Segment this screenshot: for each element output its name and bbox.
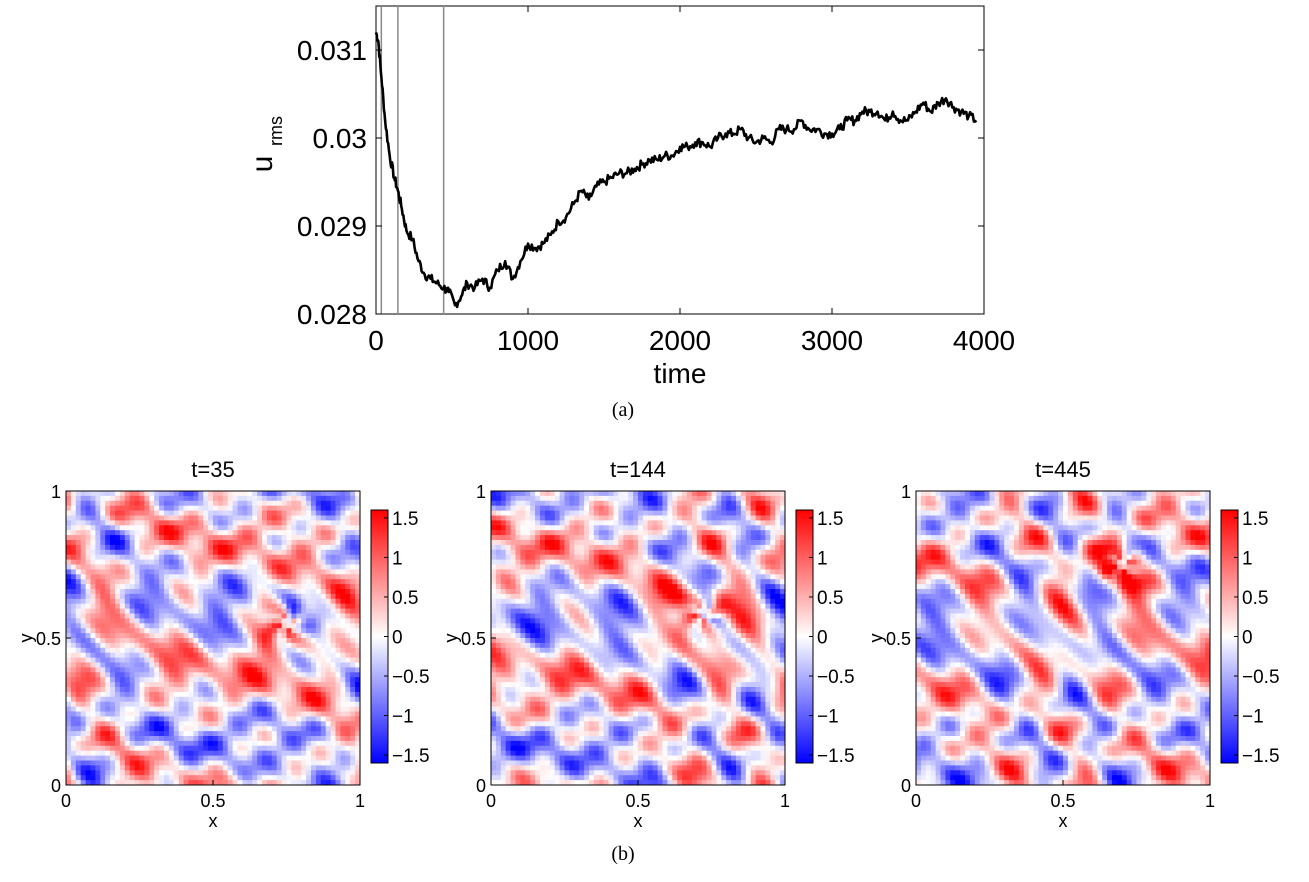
colorbar-tick-label: 0.5 — [392, 588, 418, 609]
colorbar-tick-label: −1 — [392, 707, 414, 728]
vorticity-field — [66, 491, 360, 785]
y-axis-label: y — [866, 634, 886, 643]
x-tick-label: 0 — [911, 791, 921, 811]
colorbar-tick-label: −0.5 — [392, 667, 430, 688]
x-tick-label: 3000 — [801, 325, 863, 356]
y-tick-label: 0.028 — [297, 299, 367, 330]
colorbar-tick-label: 0 — [1242, 628, 1253, 649]
y-tick-label: 0.031 — [297, 35, 367, 66]
vorticity-maps: t=35000.50.511xy1.510.50−0.5−1−1.5t=1440… — [16, 457, 1280, 865]
y-tick-label: 1 — [51, 482, 61, 502]
x-tick-label: 0 — [368, 325, 384, 356]
y-tick-label: 1 — [476, 482, 486, 502]
colorbar-tick-label: 0.5 — [1242, 588, 1268, 609]
x-axis-label: x — [209, 811, 218, 831]
map-title: t=445 — [1035, 457, 1091, 482]
y-axis-label-main: u — [246, 156, 279, 173]
x-tick-label: 4000 — [953, 325, 1015, 356]
y-tick-label: 0 — [51, 776, 61, 796]
x-tick-label: 0 — [61, 791, 71, 811]
colorbar-tick-label: −1.5 — [392, 746, 430, 767]
urms-time-chart: 0 1000 2000 3000 4000 0.028 0.029 0.03 0.031 tim… — [246, 6, 1015, 421]
y-tick-label: 0 — [901, 776, 911, 796]
x-tick-label: 1000 — [497, 325, 559, 356]
y-tick-label: 0 — [476, 776, 486, 796]
colorbar-tick-label: 1.5 — [1242, 509, 1268, 530]
y-axis-label: y — [441, 634, 461, 643]
axis-ticks: 0 1000 2000 3000 4000 0.028 0.029 0.03 0.031 — [297, 6, 1015, 356]
svg-text:u: u — [246, 156, 279, 173]
plot-frame — [376, 6, 984, 314]
colorbar-tick-label: −1 — [1242, 707, 1264, 728]
y-axis-label: y — [16, 634, 36, 643]
y-tick-label: 0.5 — [461, 629, 486, 649]
colorbar-tick-label: 0.5 — [817, 588, 843, 609]
vorticity-field — [916, 491, 1210, 785]
y-axis-label-subscript: rms — [266, 116, 286, 146]
x-tick-label: 0.5 — [625, 791, 650, 811]
colorbar-tick-label: 1.5 — [392, 509, 418, 530]
colorbar-tick-label: −0.5 — [817, 667, 855, 688]
map-title: t=144 — [610, 457, 666, 482]
x-tick-label: 1 — [1205, 791, 1215, 811]
x-tick-label: 0.5 — [1050, 791, 1075, 811]
y-tick-label: 0.5 — [886, 629, 911, 649]
y-tick-label: 1 — [901, 482, 911, 502]
colorbar-tick-label: 1.5 — [817, 509, 843, 530]
colorbar-tick-label: 1 — [817, 548, 828, 569]
colorbar-tick-label: −0.5 — [1242, 667, 1280, 688]
x-tick-label: 0.5 — [200, 791, 225, 811]
urms-series-line — [376, 32, 976, 307]
colorbar-tick-label: −1.5 — [817, 746, 855, 767]
caption-a: (a) — [612, 399, 634, 421]
x-tick-label: 1 — [355, 791, 365, 811]
x-axis-label: x — [1059, 811, 1068, 831]
map-title: t=35 — [191, 457, 234, 482]
y-tick-label: 0.5 — [36, 629, 61, 649]
x-tick-label: 0 — [486, 791, 496, 811]
colorbar-tick-label: 1 — [392, 548, 403, 569]
colorbar-tick-label: −1 — [817, 707, 839, 728]
y-tick-label: 0.03 — [313, 123, 368, 154]
y-tick-label: 0.029 — [297, 211, 367, 242]
x-tick-label: 1 — [780, 791, 790, 811]
colorbar-tick-label: −1.5 — [1242, 746, 1280, 767]
y-axis-label: u rms — [246, 116, 286, 172]
x-axis-label: x — [634, 811, 643, 831]
x-axis-label: time — [654, 358, 707, 389]
vorticity-field — [491, 491, 785, 785]
x-tick-label: 2000 — [649, 325, 711, 356]
colorbar-tick-label: 1 — [1242, 548, 1253, 569]
caption-b: (b) — [611, 843, 634, 865]
colorbar-tick-label: 0 — [817, 628, 828, 649]
colorbar-tick-label: 0 — [392, 628, 403, 649]
